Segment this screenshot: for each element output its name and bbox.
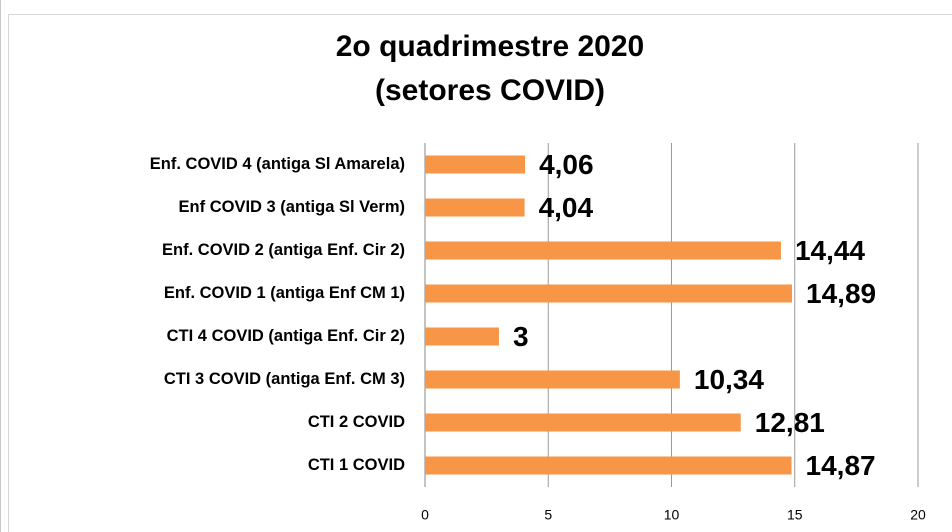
- y-tick-label: Enf COVID 3 (antiga Sl Verm): [179, 198, 405, 216]
- y-tick-label: Enf. COVID 4 (antiga Sl Amarela): [150, 155, 405, 173]
- bar: [425, 456, 792, 475]
- y-tick-label: Enf. COVID 1 (antiga Enf CM 1): [164, 284, 405, 302]
- x-tick-label: 10: [664, 507, 680, 523]
- bar: [425, 198, 525, 217]
- bar: [425, 241, 781, 260]
- bar: [425, 327, 499, 346]
- y-tick-label: CTI 2 COVID: [308, 413, 405, 431]
- data-label: 4,04: [539, 192, 594, 223]
- data-label: 12,81: [755, 407, 825, 438]
- data-label: 10,34: [694, 364, 764, 395]
- x-tick-label: 15: [787, 507, 803, 523]
- y-tick-label: CTI 4 COVID (antiga Enf. Cir 2): [167, 327, 405, 345]
- y-tick-label: CTI 3 COVID (antiga Enf. CM 3): [164, 370, 405, 388]
- bar: [425, 370, 680, 389]
- data-label: 14,44: [795, 235, 865, 266]
- y-tick-label: Enf. COVID 2 (antiga Enf. Cir 2): [162, 241, 405, 259]
- x-tick-label: 5: [544, 507, 552, 523]
- bar: [425, 155, 526, 174]
- chart-title: 2o quadrimestre 2020: [336, 30, 644, 63]
- y-tick-label: CTI 1 COVID: [308, 456, 405, 474]
- x-tick-label: 20: [910, 507, 926, 523]
- x-tick-label: 0: [421, 507, 429, 523]
- data-label: 14,87: [806, 450, 876, 481]
- bar: [425, 284, 793, 303]
- data-label: 14,89: [806, 278, 876, 309]
- data-label: 4,06: [539, 149, 594, 180]
- data-label: 3: [513, 321, 529, 352]
- bar: [425, 413, 741, 432]
- chart-title: (setores COVID): [375, 74, 605, 107]
